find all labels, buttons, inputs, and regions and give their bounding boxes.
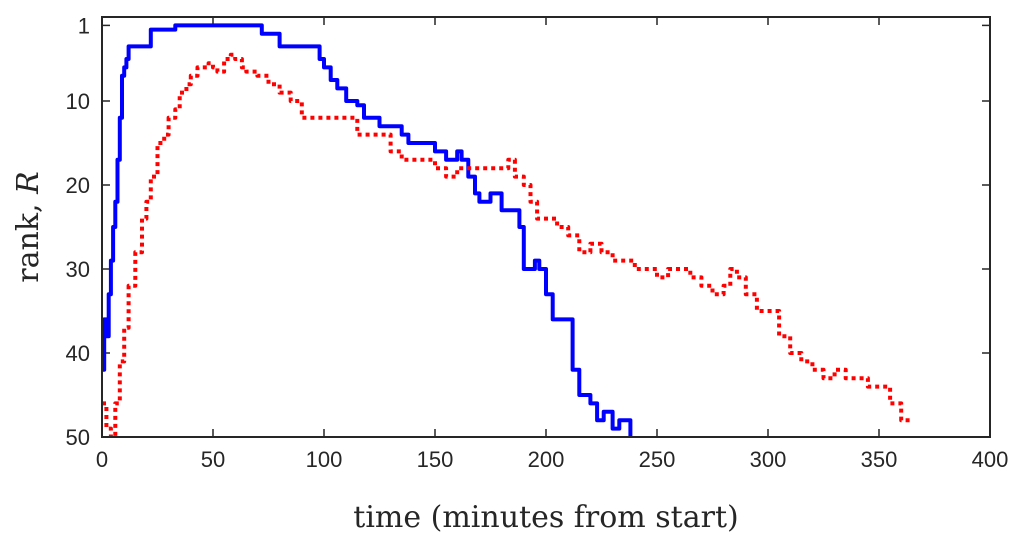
x-tick-label: 50	[201, 447, 225, 472]
x-tick-label: 350	[861, 447, 898, 472]
x-tick-label: 300	[750, 447, 787, 472]
y-tick-label: 10	[66, 89, 90, 114]
x-tick-label: 0	[96, 447, 108, 472]
y-axis-label: rank, R	[11, 171, 46, 282]
x-tick-label: 250	[639, 447, 676, 472]
y-axis-ticks: 1 10 20 30 40 50	[66, 13, 990, 450]
x-axis-label: time (minutes from start)	[353, 500, 738, 535]
series-red-dotted-line	[102, 52, 913, 437]
x-axis-ticks: 0 50 100 150 200 250 300 350 400	[96, 17, 1008, 472]
y-tick-label: 40	[66, 341, 90, 366]
y-axis-label-variable: R	[11, 171, 46, 195]
series-layer	[102, 23, 913, 437]
y-tick-label: 20	[66, 173, 90, 198]
y-axis-label-text: rank,	[11, 194, 46, 283]
plot-frame	[101, 16, 991, 438]
x-tick-label: 400	[972, 447, 1009, 472]
series-blue-solid-line	[102, 23, 633, 437]
x-tick-label: 100	[306, 447, 343, 472]
x-tick-label: 150	[417, 447, 454, 472]
y-tick-label: 50	[66, 425, 90, 450]
x-tick-label: 200	[528, 447, 565, 472]
y-tick-label: 1	[78, 13, 90, 38]
y-tick-label: 30	[66, 257, 90, 282]
